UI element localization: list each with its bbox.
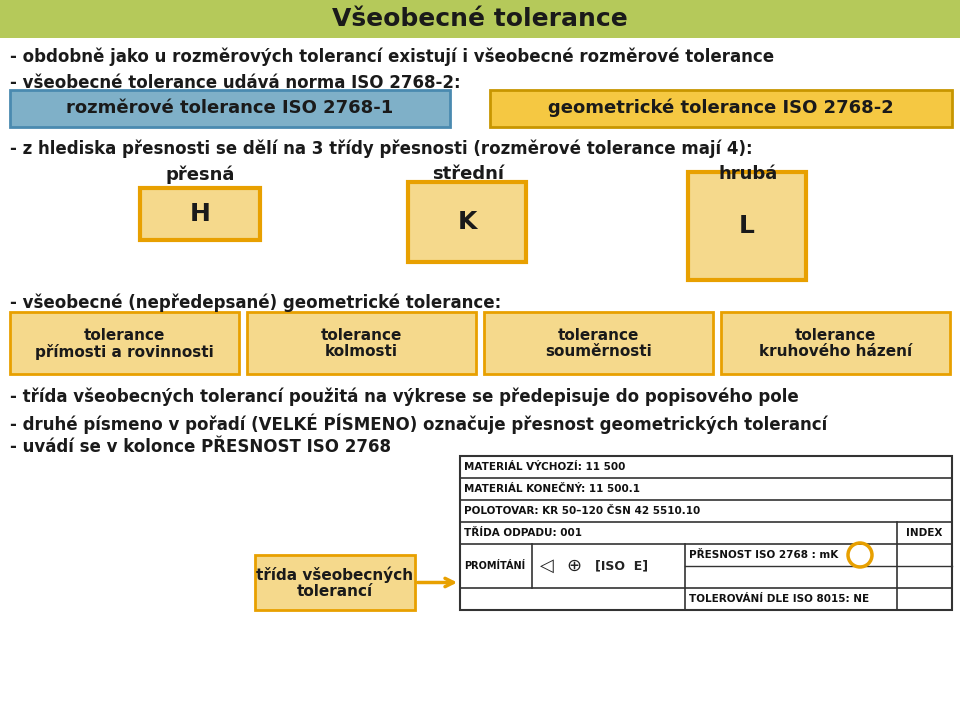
Text: Všeobecné tolerance: Všeobecné tolerance — [332, 7, 628, 31]
Text: střední: střední — [432, 165, 504, 183]
FancyBboxPatch shape — [0, 0, 960, 38]
Text: L: L — [739, 214, 755, 238]
Text: ⊕: ⊕ — [566, 557, 582, 575]
Text: - třída všeobecných tolerancí použitá na výkrese se předepisuje do popisového po: - třída všeobecných tolerancí použitá na… — [10, 388, 799, 406]
FancyBboxPatch shape — [408, 182, 526, 262]
Text: K: K — [457, 210, 477, 234]
Text: - z hlediska přesnosti se dělí na 3 třídy přesnosti (rozměrové tolerance mají 4): - z hlediska přesnosti se dělí na 3 tříd… — [10, 140, 753, 158]
Text: ◁: ◁ — [540, 557, 554, 575]
Text: [ISO  E]: [ISO E] — [595, 560, 649, 573]
Text: PŘESNOST ISO 2768 : mK: PŘESNOST ISO 2768 : mK — [689, 550, 838, 560]
Text: tolerance: tolerance — [321, 327, 402, 342]
FancyBboxPatch shape — [247, 312, 476, 374]
FancyBboxPatch shape — [140, 188, 260, 240]
Text: tolerance: tolerance — [558, 327, 639, 342]
FancyBboxPatch shape — [10, 312, 239, 374]
Text: - druhé písmeno v pořadí (VELKÉ PÍSMENO) označuje přesnost geometrických toleran: - druhé písmeno v pořadí (VELKÉ PÍSMENO)… — [10, 413, 828, 434]
Text: TŘÍDA ODPADU: 001: TŘÍDA ODPADU: 001 — [464, 528, 582, 538]
Text: hrubá: hrubá — [718, 165, 778, 183]
Text: INDEX: INDEX — [906, 528, 943, 538]
Text: MATERIÁL VÝCHOZÍ: 11 500: MATERIÁL VÝCHOZÍ: 11 500 — [464, 462, 625, 472]
Text: přímosti a rovinnosti: přímosti a rovinnosti — [36, 344, 214, 360]
Text: třída všeobecných: třída všeobecných — [256, 566, 414, 583]
Text: TOLEROVÁNÍ DLE ISO 8015: NE: TOLEROVÁNÍ DLE ISO 8015: NE — [689, 594, 869, 604]
Text: geometrické tolerance ISO 2768-2: geometrické tolerance ISO 2768-2 — [548, 98, 894, 117]
Text: přesná: přesná — [165, 165, 234, 183]
Text: tolerance: tolerance — [795, 327, 876, 342]
Text: rozměrové tolerance ISO 2768-1: rozměrové tolerance ISO 2768-1 — [66, 99, 394, 117]
Text: kruhového házení: kruhového házení — [759, 344, 912, 359]
Text: - uvádí se v kolonce PŘESNOST ISO 2768: - uvádí se v kolonce PŘESNOST ISO 2768 — [10, 438, 391, 456]
FancyBboxPatch shape — [10, 90, 450, 127]
Text: H: H — [189, 202, 210, 226]
Text: tolerancí: tolerancí — [297, 584, 373, 599]
Text: MATERIÁL KONEČNÝ: 11 500.1: MATERIÁL KONEČNÝ: 11 500.1 — [464, 484, 640, 494]
Text: souměrnosti: souměrnosti — [545, 344, 652, 359]
FancyBboxPatch shape — [484, 312, 713, 374]
Text: PROMÍTÁNÍ: PROMÍTÁNÍ — [464, 561, 525, 571]
FancyBboxPatch shape — [688, 172, 806, 280]
Text: tolerance: tolerance — [84, 327, 165, 342]
Text: - všeobecné (nepředepsané) geometrické tolerance:: - všeobecné (nepředepsané) geometrické t… — [10, 294, 501, 312]
FancyBboxPatch shape — [255, 555, 415, 610]
Text: - obdobně jako u rozměrových tolerancí existují i všeobecné rozměrové tolerance: - obdobně jako u rozměrových tolerancí e… — [10, 47, 774, 66]
Text: kolmosti: kolmosti — [325, 344, 398, 359]
FancyBboxPatch shape — [490, 90, 952, 127]
FancyBboxPatch shape — [460, 456, 952, 610]
FancyBboxPatch shape — [721, 312, 950, 374]
Text: - všeobecné tolerance udává norma ISO 2768-2:: - všeobecné tolerance udává norma ISO 27… — [10, 74, 461, 92]
Text: POLOTOVAR: KR 50–120 ČSN 42 5510.10: POLOTOVAR: KR 50–120 ČSN 42 5510.10 — [464, 506, 700, 516]
